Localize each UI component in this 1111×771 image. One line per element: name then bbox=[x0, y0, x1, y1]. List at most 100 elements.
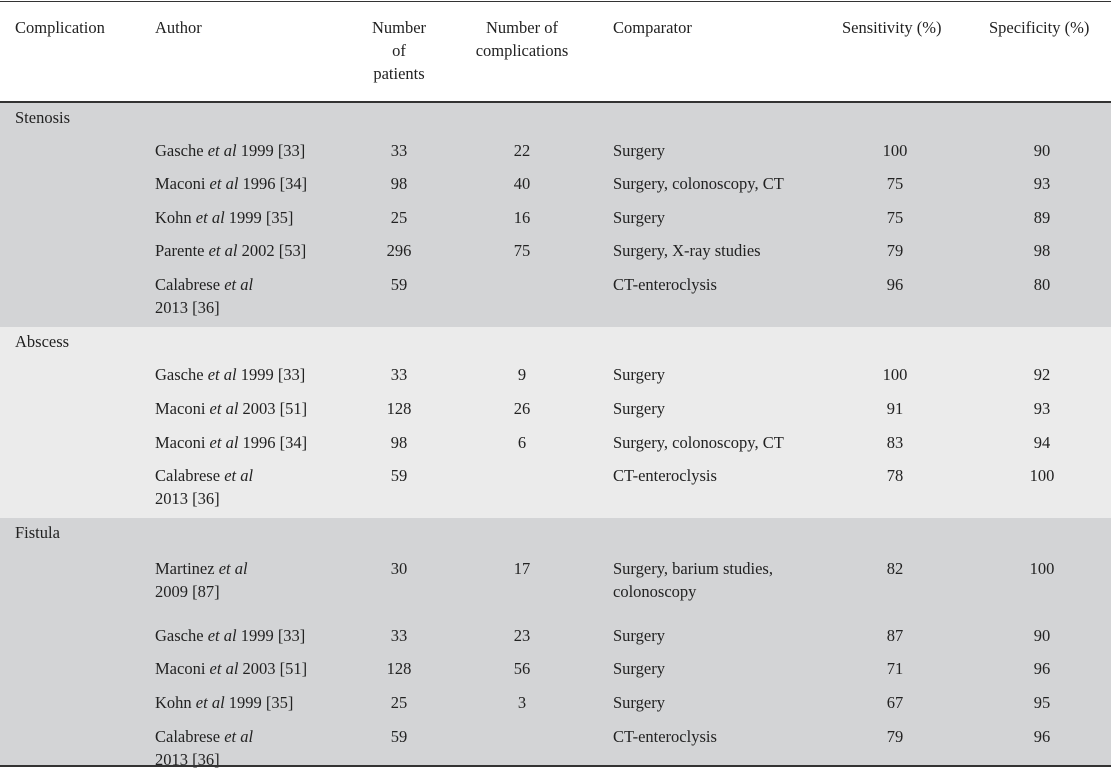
author-etal: et al bbox=[207, 626, 237, 645]
comparator-line: Surgery bbox=[613, 693, 665, 712]
cell-patients: 59 bbox=[390, 275, 408, 294]
cell-comparator: CT-enteroclysis bbox=[613, 273, 813, 296]
comparator-line: Surgery bbox=[613, 659, 665, 678]
group-label: Fistula bbox=[15, 523, 60, 542]
author-etal: et al bbox=[218, 559, 248, 578]
cell-specificity: 90 bbox=[1033, 626, 1051, 645]
author-year-ref: 1999 [35] bbox=[228, 693, 294, 712]
author-year-ref: 2013 [36] bbox=[155, 750, 220, 769]
cell-complications: 40 bbox=[513, 174, 531, 193]
author-name: Calabrese bbox=[155, 727, 221, 746]
cell-author: Kohn et al 1999 [35] bbox=[155, 206, 355, 229]
author-line: Calabrese et al bbox=[155, 725, 355, 748]
author-name: Gasche bbox=[155, 141, 204, 160]
author-year-ref: 2003 [51] bbox=[242, 659, 308, 678]
table-header: Complication Author Number of patients N… bbox=[0, 2, 1111, 101]
cell-author: Calabrese et al 2013 [36] bbox=[155, 464, 355, 510]
author-line: Maconi et al 2003 [51] bbox=[155, 657, 355, 680]
cell-sensitivity: 100 bbox=[882, 365, 908, 384]
cell-specificity: 80 bbox=[1033, 275, 1051, 294]
cell-comparator: Surgery bbox=[613, 363, 813, 386]
cell-author: Calabrese et al 2013 [36] bbox=[155, 725, 355, 771]
comparator-line: Surgery, barium studies, bbox=[613, 559, 773, 578]
header-patients-line-1: Number bbox=[371, 18, 427, 37]
cell-comparator: Surgery bbox=[613, 397, 813, 420]
cell-comparator: CT-enteroclysis bbox=[613, 464, 813, 487]
header-sensitivity: Sensitivity (%) bbox=[842, 18, 942, 37]
author-name: Kohn bbox=[155, 693, 192, 712]
cell-author: Maconi et al 1996 [34] bbox=[155, 431, 355, 454]
cell-specificity: 92 bbox=[1033, 365, 1051, 384]
cell-specificity: 100 bbox=[1029, 466, 1055, 485]
table-bottom-rule bbox=[0, 765, 1111, 767]
author-etal: et al bbox=[209, 433, 239, 452]
author-name: Calabrese bbox=[155, 466, 221, 485]
author-year-ref: 1996 [34] bbox=[242, 174, 308, 193]
cell-sensitivity: 75 bbox=[886, 174, 904, 193]
author-name: Maconi bbox=[155, 433, 206, 452]
cell-sensitivity: 96 bbox=[886, 275, 904, 294]
author-line: Gasche et al 1999 [33] bbox=[155, 363, 355, 386]
cell-sensitivity: 87 bbox=[886, 626, 904, 645]
cell-comparator: Surgery, barium studies, colonoscopy bbox=[613, 557, 813, 603]
cell-sensitivity: 71 bbox=[886, 659, 904, 678]
cell-complications: 26 bbox=[513, 399, 531, 418]
author-etal: et al bbox=[209, 174, 239, 193]
cell-specificity: 93 bbox=[1033, 174, 1051, 193]
author-line: Kohn et al 1999 [35] bbox=[155, 206, 355, 229]
author-line: Kohn et al 1999 [35] bbox=[155, 691, 355, 714]
author-year-ref: 1999 [33] bbox=[240, 365, 306, 384]
author-line: Martinez et al bbox=[155, 557, 355, 580]
table-top-rule bbox=[0, 1, 1111, 2]
cell-comparator: Surgery, colonoscopy, CT bbox=[613, 431, 813, 454]
comparator-line: Surgery bbox=[613, 626, 665, 645]
cell-sensitivity: 67 bbox=[886, 693, 904, 712]
header-complication: Complication bbox=[15, 18, 105, 37]
cell-author: Kohn et al 1999 [35] bbox=[155, 691, 355, 714]
author-name: Kohn bbox=[155, 208, 192, 227]
author-line: Gasche et al 1999 [33] bbox=[155, 139, 355, 162]
comparator-line: CT-enteroclysis bbox=[613, 275, 717, 294]
cell-complications: 3 bbox=[517, 693, 527, 712]
cell-patients: 30 bbox=[390, 559, 408, 578]
cell-comparator: Surgery bbox=[613, 657, 813, 680]
author-etal: et al bbox=[224, 275, 254, 294]
cell-patients: 296 bbox=[386, 241, 412, 260]
cell-comparator: Surgery bbox=[613, 206, 813, 229]
author-year-ref: 1999 [33] bbox=[240, 141, 306, 160]
header-patients-line-2: of bbox=[392, 41, 406, 60]
author-name: Maconi bbox=[155, 399, 206, 418]
author-etal: et al bbox=[207, 365, 237, 384]
author-etal: et al bbox=[209, 659, 239, 678]
group-label: Stenosis bbox=[15, 108, 71, 127]
cell-complications: 23 bbox=[513, 626, 531, 645]
header-specificity: Specificity (%) bbox=[989, 18, 1090, 37]
cell-sensitivity: 79 bbox=[886, 727, 904, 746]
comparator-line: CT-enteroclysis bbox=[613, 727, 717, 746]
cell-sensitivity: 91 bbox=[886, 399, 904, 418]
author-etal: et al bbox=[208, 241, 238, 260]
cell-patients: 128 bbox=[386, 659, 412, 678]
author-line: Parente et al 2002 [53] bbox=[155, 239, 355, 262]
author-name: Gasche bbox=[155, 626, 204, 645]
cell-complications: 9 bbox=[517, 365, 527, 384]
author-year-ref: 2002 [53] bbox=[241, 241, 307, 260]
group-1: Abscess Gasche et al 1999 [33] 33 9 Surgery 1… bbox=[0, 327, 1111, 518]
cell-patients: 59 bbox=[390, 727, 408, 746]
cell-author: Maconi et al 1996 [34] bbox=[155, 172, 355, 195]
header-complications: Number of complications bbox=[462, 16, 582, 62]
comparator-line: Surgery bbox=[613, 365, 665, 384]
cell-complications: 16 bbox=[513, 208, 531, 227]
cell-complications: 6 bbox=[517, 433, 527, 452]
cell-author: Gasche et al 1999 [33] bbox=[155, 363, 355, 386]
author-year-ref: 1999 [35] bbox=[228, 208, 294, 227]
comparator-line: Surgery, colonoscopy, CT bbox=[613, 174, 784, 193]
cell-sensitivity: 75 bbox=[886, 208, 904, 227]
author-line: Maconi et al 1996 [34] bbox=[155, 431, 355, 454]
author-name: Parente bbox=[155, 241, 205, 260]
cell-author: Maconi et al 2003 [51] bbox=[155, 657, 355, 680]
cell-comparator: Surgery bbox=[613, 624, 813, 647]
cell-author: Gasche et al 1999 [33] bbox=[155, 139, 355, 162]
cell-patients: 98 bbox=[390, 174, 408, 193]
author-name: Maconi bbox=[155, 174, 206, 193]
